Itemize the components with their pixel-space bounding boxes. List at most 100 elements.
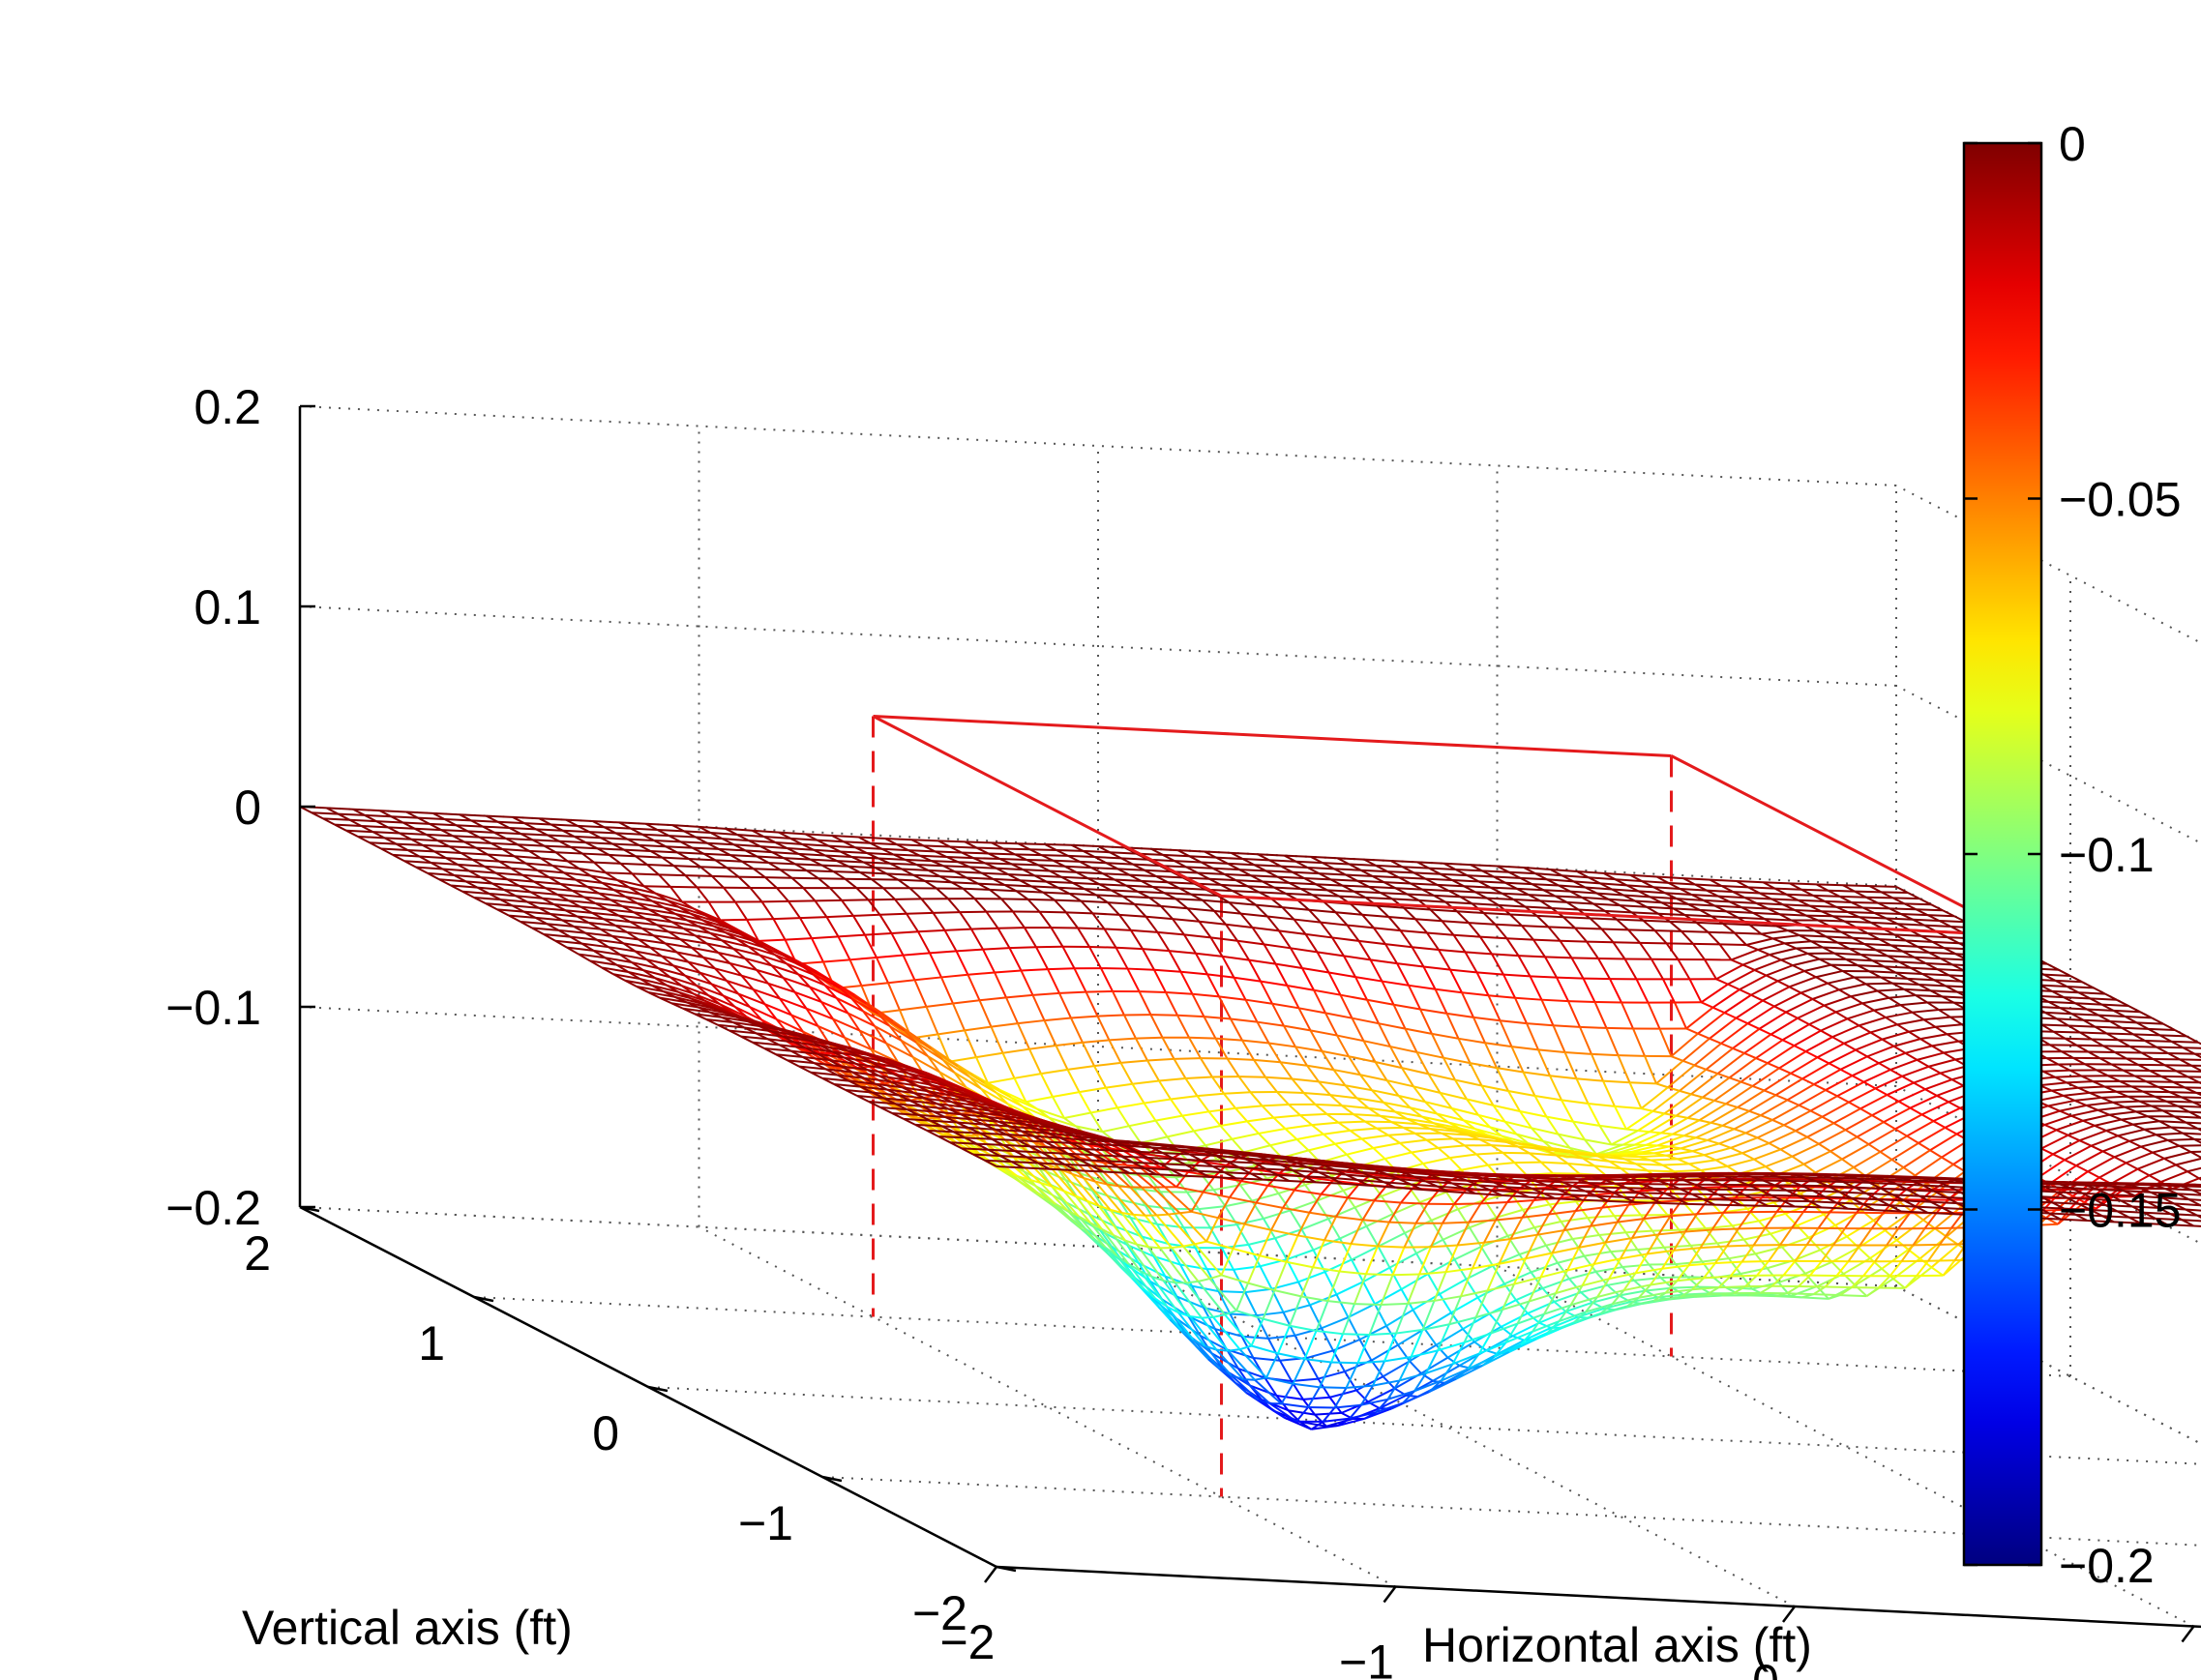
mesh-segment — [1805, 914, 1833, 918]
mesh-segment — [1271, 1002, 1299, 1010]
mesh-segment — [1628, 1081, 1643, 1109]
mesh-segment — [1047, 968, 1060, 994]
mesh-segment — [2172, 1080, 2200, 1084]
mesh-segment — [468, 869, 496, 874]
mesh-segment — [1472, 1016, 1501, 1022]
mesh-segment — [545, 887, 573, 892]
mesh-segment — [797, 973, 825, 987]
mesh-segment — [1722, 923, 1736, 934]
mesh-segment — [1042, 891, 1056, 901]
mesh-segment — [2090, 997, 2118, 1001]
mesh-segment — [550, 823, 579, 827]
mesh-segment — [1398, 876, 1426, 880]
mesh-segment — [1796, 947, 1808, 955]
mesh-segment — [1799, 1104, 1811, 1112]
mesh-segment — [1334, 911, 1349, 927]
mesh-segment — [650, 850, 663, 859]
mesh-segment — [1605, 1027, 1620, 1056]
mesh-segment — [1231, 1374, 1260, 1401]
mesh-segment — [1685, 1027, 1699, 1035]
mesh-segment — [2070, 1114, 2084, 1122]
mesh-segment — [1246, 1120, 1260, 1135]
mesh-segment — [1760, 1114, 1773, 1121]
mesh-segment — [2159, 1034, 2187, 1038]
mesh-segment — [1744, 897, 1772, 900]
mesh-segment — [1769, 947, 1797, 957]
mesh-segment — [1834, 1224, 1848, 1238]
mesh-segment — [611, 934, 639, 941]
mesh-segment — [1150, 1276, 1179, 1313]
mesh-segment — [793, 991, 808, 1010]
mesh-segment — [965, 840, 993, 844]
mesh-segment — [1892, 1045, 1907, 1054]
mesh-segment — [1040, 1068, 1068, 1076]
mesh-segment — [1822, 1115, 1834, 1125]
mesh-segment — [547, 834, 575, 838]
mesh-segment — [764, 876, 792, 879]
mesh-segment — [2154, 1095, 2182, 1099]
mesh-segment — [1794, 1045, 1806, 1053]
mesh-segment — [338, 812, 366, 816]
mesh-segment — [779, 997, 807, 1010]
mesh-segment — [1291, 1377, 1319, 1383]
mesh-segment — [1553, 1301, 1567, 1312]
mesh-segment — [2082, 1119, 2096, 1127]
mesh-segment — [609, 853, 637, 858]
mesh-segment — [787, 847, 815, 851]
mesh-segment — [1627, 1152, 1655, 1157]
mesh-segment — [1593, 1164, 1621, 1170]
mesh-segment — [1644, 1055, 1657, 1084]
mesh-segment — [475, 846, 503, 851]
mesh-segment — [1742, 1239, 1757, 1255]
mesh-segment — [556, 893, 584, 899]
mesh-segment — [1346, 924, 1360, 942]
mesh-segment — [1188, 1037, 1202, 1059]
mesh-segment — [897, 878, 911, 890]
mesh-segment — [1099, 1229, 1114, 1248]
mesh-segment — [1934, 1025, 1948, 1036]
mesh-segment — [1136, 1243, 1149, 1249]
mesh-segment — [551, 864, 580, 869]
mesh-segment — [1915, 994, 1943, 998]
mesh-segment — [1653, 1295, 1681, 1302]
mesh-segment — [1827, 982, 1840, 991]
mesh-segment — [1830, 963, 1843, 972]
mesh-segment — [607, 908, 635, 914]
mesh-segment — [1120, 1059, 1148, 1064]
mesh-segment — [403, 860, 417, 869]
mesh-segment — [1755, 1039, 1784, 1059]
mesh-segment — [1572, 1121, 1586, 1140]
mesh-segment — [1201, 861, 1229, 865]
mesh-segment — [1881, 1249, 1910, 1270]
mesh-segment — [2184, 1086, 2201, 1089]
mesh-segment — [729, 854, 743, 863]
mesh-segment — [683, 830, 711, 835]
mesh-segment — [711, 983, 739, 995]
mesh-segment — [801, 842, 829, 847]
mesh-segment — [2106, 1032, 2119, 1042]
mesh-segment — [2153, 1058, 2165, 1067]
mesh-segment — [634, 950, 648, 960]
mesh-segment — [1127, 1263, 1156, 1300]
mesh-segment — [574, 835, 602, 840]
mesh-segment — [1680, 888, 1708, 892]
mesh-segment — [433, 850, 461, 854]
mesh-segment — [1259, 891, 1287, 895]
mesh-segment — [2165, 1100, 2193, 1104]
mesh-segment — [555, 851, 583, 855]
mesh-segment — [1649, 1114, 1678, 1134]
mesh-segment — [1801, 1296, 1829, 1300]
mesh-segment — [1155, 1114, 1183, 1122]
mesh-segment — [1154, 1120, 1169, 1137]
mesh-segment — [577, 915, 605, 921]
mesh-segment — [2106, 1032, 2134, 1036]
mesh-segment — [1624, 1231, 1639, 1251]
mesh-segment — [1469, 1216, 1497, 1229]
mesh-segment — [581, 852, 595, 864]
mesh-segment — [1193, 1125, 1221, 1133]
mesh-segment — [691, 946, 719, 954]
mesh-segment — [1441, 1132, 1469, 1136]
mesh-segment — [1326, 889, 1354, 893]
mesh-segment — [1690, 1073, 1719, 1096]
mesh-segment — [1520, 876, 1548, 881]
